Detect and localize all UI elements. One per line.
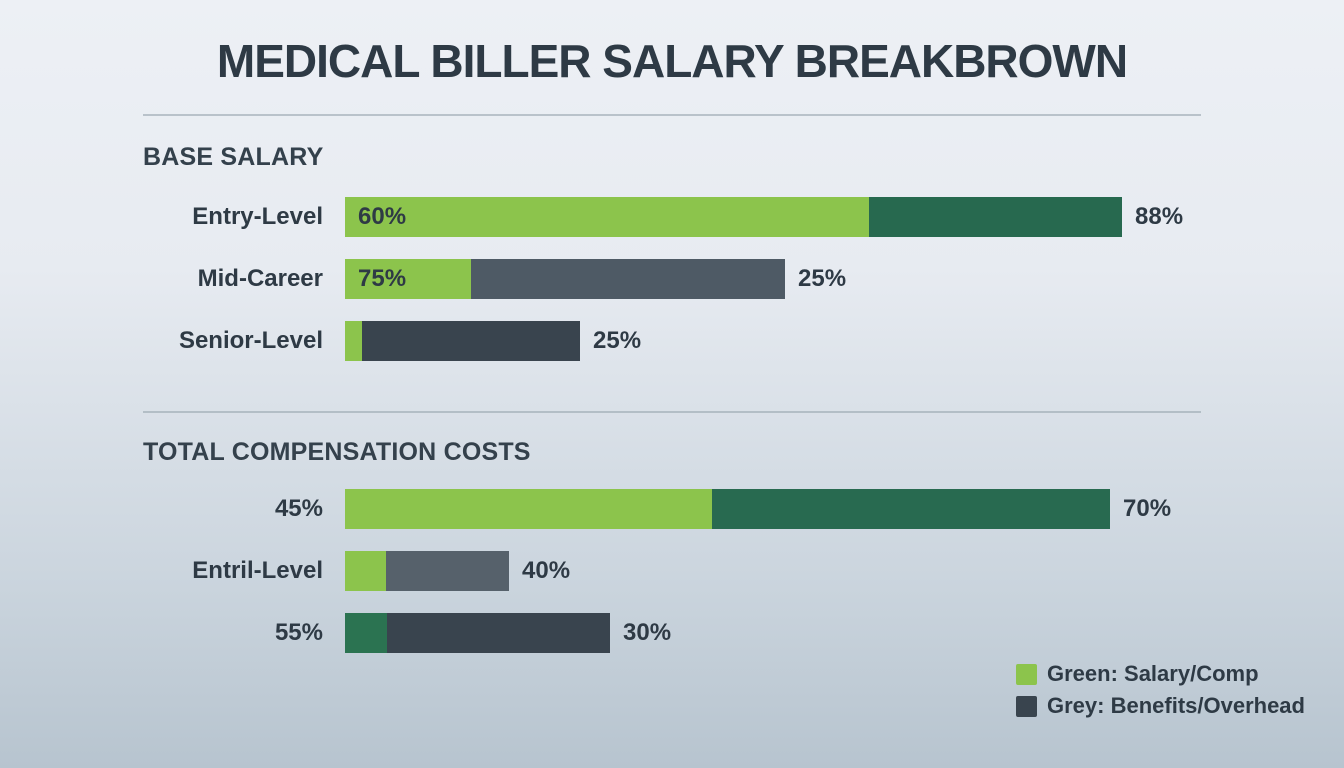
legend-label: Grey: Benefits/Overhead — [1047, 693, 1305, 718]
section-title-base-salary: BASE SALARY — [143, 143, 324, 171]
bar-segment-benefits — [712, 489, 1110, 529]
bar-end-label: 25% — [798, 265, 847, 292]
bar-end-label: 70% — [1123, 495, 1172, 522]
legend-item-benefits: Grey: Benefits/Overhead — [1016, 693, 1305, 718]
bar-row: Senior-Level 25% — [143, 321, 1183, 361]
legend-item-salary: Green: Salary/Comp — [1016, 661, 1305, 686]
bar-row-label: Entril-Level — [192, 557, 323, 584]
bar-row: Entry-Level 60% 88% — [143, 197, 1183, 237]
stacked-bar: 30% — [345, 613, 671, 653]
legend-label: Green: Salary/Comp — [1047, 661, 1259, 686]
page-title: MEDICAL BILLER SALARY BREAKBROWN — [216, 35, 1128, 87]
stacked-bar: 40% — [345, 551, 570, 591]
bar-end-label: 88% — [1135, 203, 1184, 230]
bar-row: 55% 30% — [143, 613, 1171, 653]
bar-segment-salary: 60% — [345, 197, 869, 237]
bar-segment-benefits — [387, 613, 610, 653]
bar-inner-label: 75% — [358, 265, 407, 292]
divider-line — [143, 411, 1201, 413]
bar-row: Mid-Career 75% 25% — [143, 259, 1183, 299]
bar-inner-label: 60% — [358, 203, 407, 230]
bar-segment-benefits — [362, 321, 580, 361]
bar-row-label: 55% — [274, 619, 323, 646]
bar-segment-benefits — [869, 197, 1122, 237]
bar-segment-benefits — [386, 551, 509, 591]
bar-segment-salary — [345, 489, 712, 529]
bar-row-label: Mid-Career — [197, 265, 323, 292]
section-base-salary: Entry-Level 60% 88% Mid-Career 75% 25% S… — [143, 197, 1183, 383]
stacked-bar: 60% 88% — [345, 197, 1183, 237]
bar-segment-salary — [345, 321, 362, 361]
section-title-total-compensation: TOTAL COMPENSATION COSTS — [143, 438, 531, 466]
legend: Green: Salary/Comp Grey: Benefits/Overhe… — [1016, 661, 1305, 727]
grey-swatch-icon — [1016, 695, 1037, 717]
green-swatch-icon — [1016, 663, 1037, 685]
bar-end-label: 30% — [623, 619, 672, 646]
bar-row: 45% 70% — [143, 489, 1171, 529]
stacked-bar: 25% — [345, 321, 641, 361]
bar-row-label: Entry-Level — [192, 203, 323, 230]
stacked-bar: 75% 25% — [345, 259, 846, 299]
section-total-compensation: 45% 70% Entril-Level 40% 55% 30% — [143, 489, 1171, 675]
bar-row-label: 45% — [274, 495, 323, 522]
bar-segment-benefits — [471, 259, 785, 299]
bar-row-label: Senior-Level — [178, 327, 323, 354]
stacked-bar: 70% — [345, 489, 1171, 529]
bar-segment-salary — [345, 613, 387, 653]
bar-end-label: 40% — [522, 557, 571, 584]
bar-segment-salary: 75% — [345, 259, 471, 299]
bar-end-label: 25% — [593, 327, 642, 354]
bar-segment-salary — [345, 551, 386, 591]
bar-row: Entril-Level 40% — [143, 551, 1171, 591]
divider-line — [143, 114, 1201, 116]
